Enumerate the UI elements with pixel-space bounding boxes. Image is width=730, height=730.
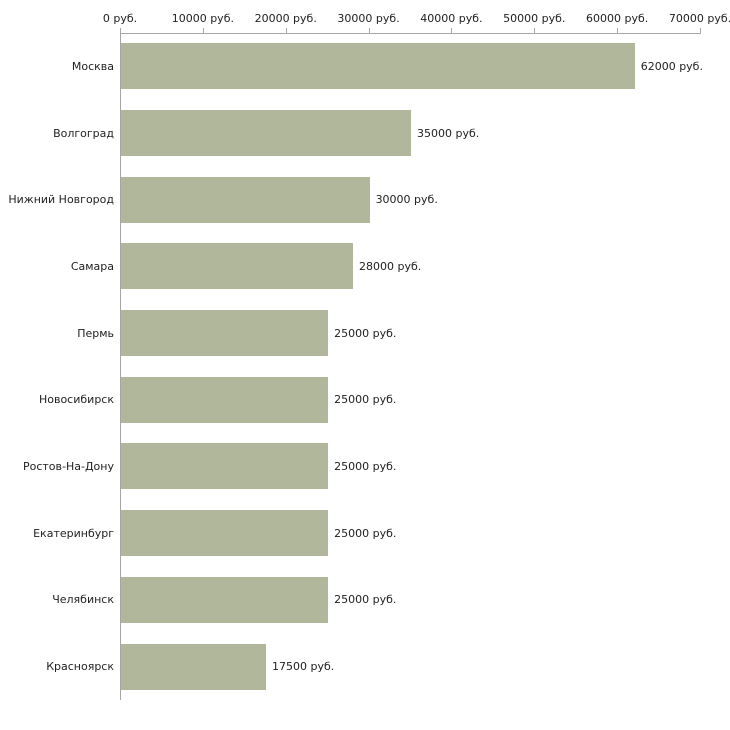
x-axis-tick (368, 28, 370, 33)
x-axis-tick-label: 60000 руб. (586, 12, 649, 25)
bar (121, 310, 329, 357)
category-label: Екатеринбург (33, 526, 114, 540)
value-label: 25000 руб. (334, 459, 397, 473)
x-axis-tick (534, 28, 536, 33)
x-axis-tick-label: 70000 руб. (668, 12, 730, 25)
bar-row: Ростов-На-Дону 25000 руб. (0, 433, 730, 500)
bar-row: Новосибирск 25000 руб. (0, 366, 730, 433)
x-axis-tick-label: 0 руб. (102, 12, 138, 25)
category-label: Москва (71, 59, 114, 73)
x-axis-line (120, 33, 701, 34)
value-label: 25000 руб. (334, 593, 397, 607)
x-axis-tick (285, 28, 287, 33)
category-label: Красноярск (46, 660, 114, 674)
category-label: Волгоград (53, 126, 114, 140)
bar (121, 443, 329, 490)
x-axis-tick-label: 50000 руб. (503, 12, 566, 25)
value-label: 30000 руб. (375, 193, 438, 207)
bar-row: Екатеринбург 25000 руб. (0, 500, 730, 567)
bar-row: Пермь 25000 руб. (0, 300, 730, 367)
bar-row: Челябинск 25000 руб. (0, 567, 730, 634)
x-axis-tick-label: 30000 руб. (337, 12, 400, 25)
bar-row: Нижний Новгород 30000 руб. (0, 166, 730, 233)
value-label: 25000 руб. (334, 526, 397, 540)
x-axis-tick-label: 10000 руб. (171, 12, 234, 25)
category-label: Новосибирск (38, 393, 114, 407)
bar (121, 176, 370, 223)
category-label: Нижний Новгород (8, 193, 114, 207)
category-label: Челябинск (52, 593, 114, 607)
y-axis-line (120, 33, 121, 700)
x-axis-tick (202, 28, 204, 33)
bar (121, 110, 411, 157)
category-label: Самара (70, 259, 114, 273)
bar (121, 376, 329, 423)
bar-row: Москва 62000 руб. (0, 33, 730, 100)
value-label: 25000 руб. (334, 326, 397, 340)
bar (121, 243, 353, 290)
value-label: 62000 руб. (640, 59, 703, 73)
x-axis-tick (617, 28, 619, 33)
x-axis-tick-label: 40000 руб. (420, 12, 483, 25)
bar-row: Самара 28000 руб. (0, 233, 730, 300)
x-axis-tick-label: 20000 руб. (254, 12, 317, 25)
bar (121, 510, 329, 557)
value-label: 28000 руб. (359, 259, 422, 273)
bar (121, 43, 635, 90)
x-axis-tick (700, 28, 701, 33)
x-axis-tick (451, 28, 453, 33)
bar (121, 643, 266, 690)
plot-area: Москва 62000 руб. Волгоград 35000 руб. Нижни… (0, 33, 730, 700)
value-label: 25000 руб. (334, 393, 397, 407)
bar-row: Волгоград 35000 руб. (0, 100, 730, 167)
value-label: 35000 руб. (417, 126, 480, 140)
category-label: Пермь (77, 326, 114, 340)
bar (121, 576, 329, 623)
value-label: 17500 руб. (272, 660, 335, 674)
x-axis-tick (120, 28, 121, 33)
category-label: Ростов-На-Дону (22, 459, 114, 473)
bar-row: Красноярск 17500 руб. (0, 633, 730, 700)
